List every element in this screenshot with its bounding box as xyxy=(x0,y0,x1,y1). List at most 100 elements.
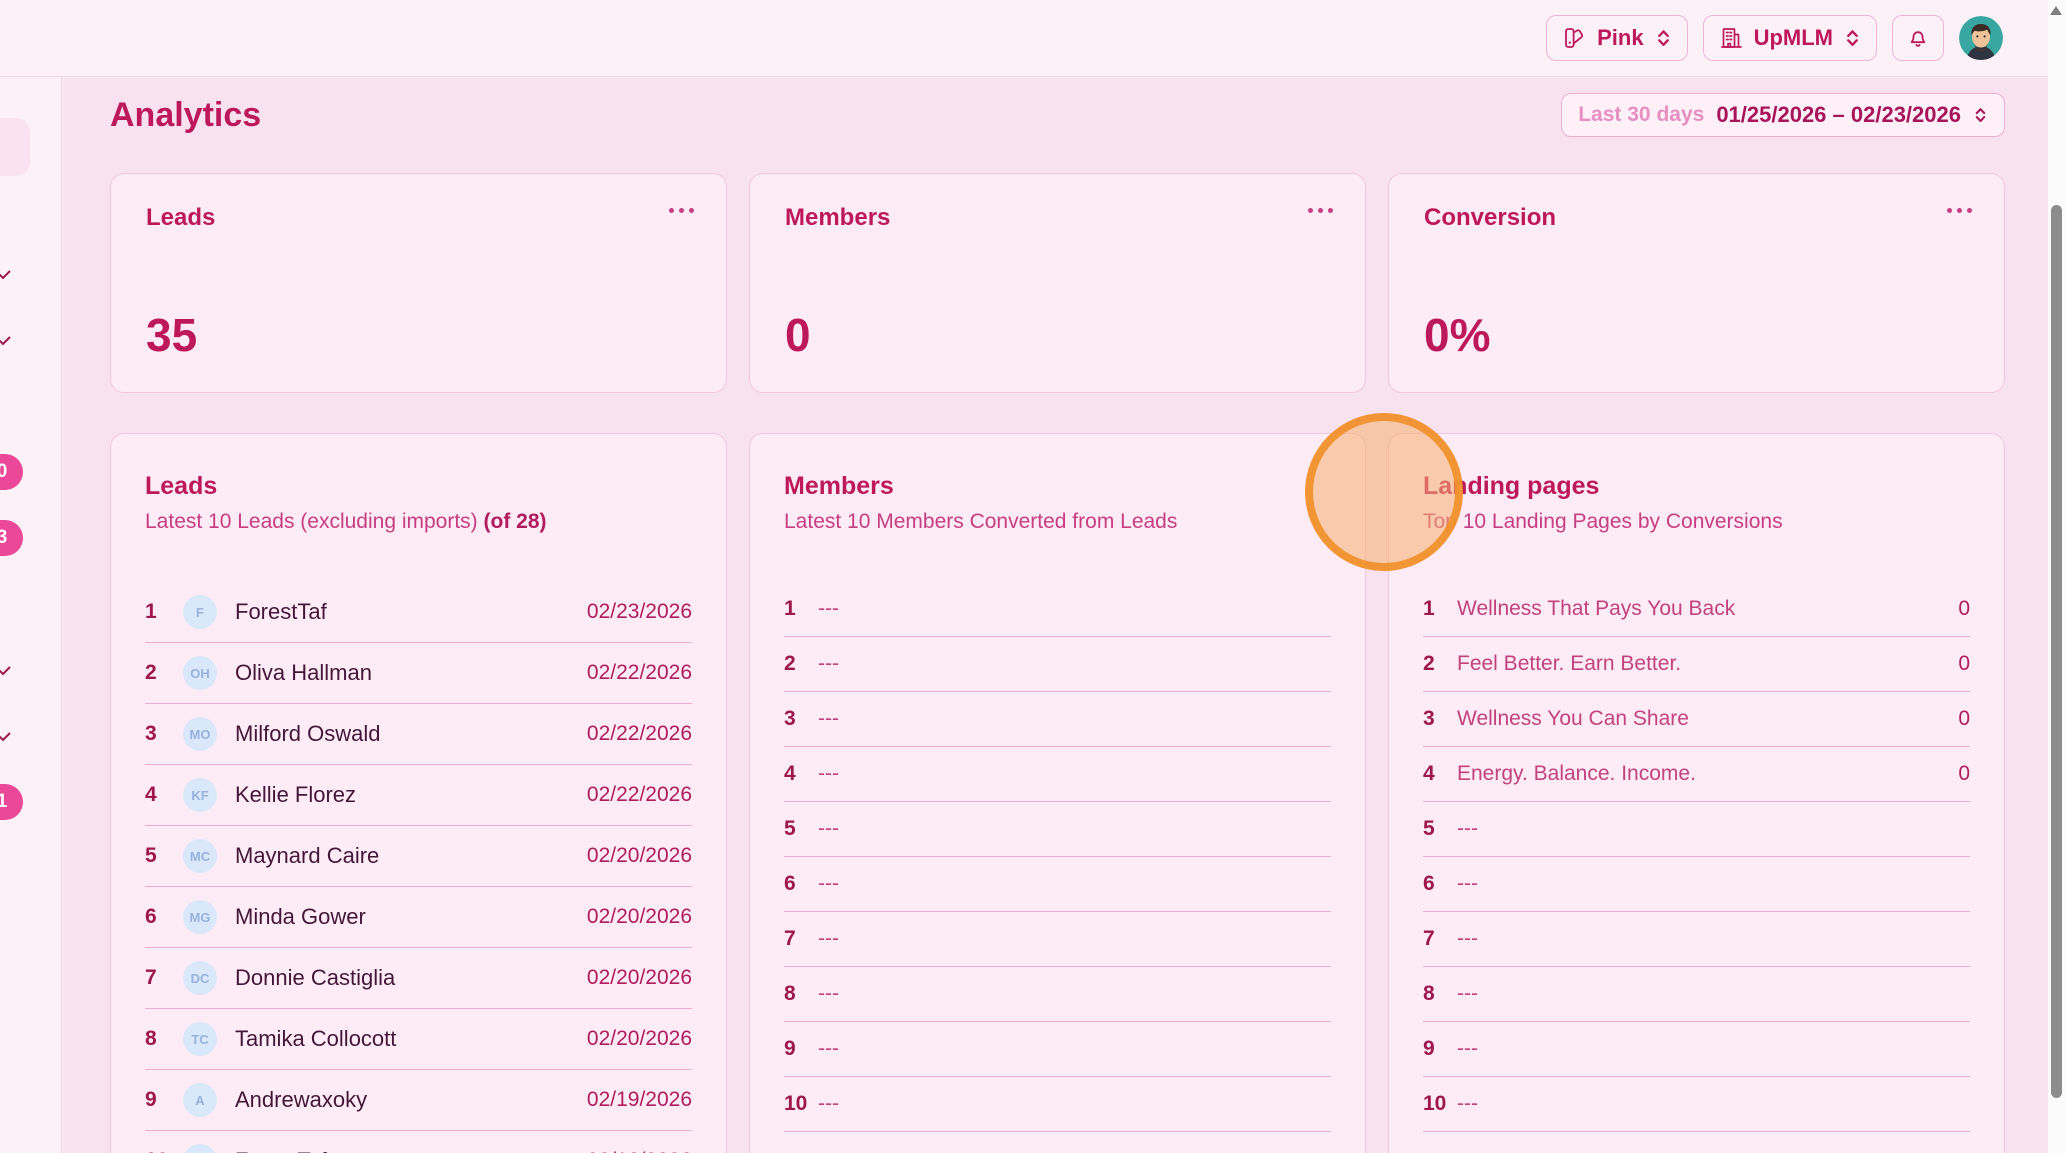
landing-page-row[interactable]: 6 --- xyxy=(1423,857,1970,912)
member-row[interactable]: 10 --- xyxy=(784,1077,1331,1132)
landing-page-name: --- xyxy=(1457,1037,1478,1060)
palette-icon xyxy=(1565,28,1584,48)
scrollbar-thumb[interactable] xyxy=(2051,205,2062,1098)
conversion-count: 0 xyxy=(1958,707,1970,730)
landing-page-name: Energy. Balance. Income. xyxy=(1457,762,1696,785)
lead-row[interactable]: 1 F ForestTaf 02/23/2026 xyxy=(145,582,692,643)
avatar: OH xyxy=(183,656,217,690)
ellipsis-icon[interactable] xyxy=(1945,202,1974,219)
page-title: Analytics xyxy=(110,95,262,134)
lead-name: ForestTaf xyxy=(235,599,327,624)
member-row[interactable]: 1 --- xyxy=(784,582,1331,637)
theme-label: Pink xyxy=(1597,25,1644,50)
member-name: --- xyxy=(818,762,839,785)
landing-page-name: --- xyxy=(1457,817,1478,840)
landing-page-name: Feel Better. Earn Better. xyxy=(1457,652,1682,675)
avatar-image xyxy=(1959,16,2003,60)
scroll-up-arrow-icon[interactable] xyxy=(2050,6,2062,15)
member-row[interactable]: 4 --- xyxy=(784,747,1331,802)
lead-row[interactable]: 10 F ForestTaf 02/16/2026 xyxy=(145,1131,692,1153)
row-rank: 2 xyxy=(784,652,796,675)
member-row[interactable]: 6 --- xyxy=(784,857,1331,912)
lead-row[interactable]: 9 A Andrewaxoky 02/19/2026 xyxy=(145,1070,692,1131)
avatar: DC xyxy=(183,961,217,995)
avatar: F xyxy=(183,1144,217,1153)
row-rank: 7 xyxy=(145,966,157,989)
chevron-up-down-icon xyxy=(1657,30,1669,46)
lead-row[interactable]: 7 DC Donnie Castiglia 02/20/2026 xyxy=(145,948,692,1009)
landing-page-name: --- xyxy=(1457,982,1478,1005)
lead-row[interactable]: 5 MC Maynard Caire 02/20/2026 xyxy=(145,826,692,887)
chevron-up-down-icon xyxy=(1975,108,1986,123)
lead-row[interactable]: 3 MO Milford Oswald 02/22/2026 xyxy=(145,704,692,765)
members-list-card: Members Latest 10 Members Converted from… xyxy=(749,433,1366,1153)
row-rank: 6 xyxy=(784,872,796,895)
landing-page-row[interactable]: 5 --- xyxy=(1423,802,1970,857)
member-name: --- xyxy=(818,1037,839,1060)
landing-page-row[interactable]: 9 --- xyxy=(1423,1022,1970,1077)
notifications-button[interactable] xyxy=(1892,15,1944,61)
date-range-selector[interactable]: Last 30 days 01/25/2026 – 02/23/2026 xyxy=(1561,93,2005,137)
user-avatar[interactable] xyxy=(1959,16,2003,60)
lead-row[interactable]: 8 TC Tamika Collocott 02/20/2026 xyxy=(145,1009,692,1070)
avatar: MO xyxy=(183,717,217,751)
member-name: --- xyxy=(818,982,839,1005)
chevron-down-icon[interactable] xyxy=(0,658,15,682)
avatar: MC xyxy=(183,839,217,873)
row-rank: 3 xyxy=(145,722,157,745)
chevron-down-icon[interactable] xyxy=(0,724,15,748)
member-row[interactable]: 2 --- xyxy=(784,637,1331,692)
landing-page-row[interactable]: 7 --- xyxy=(1423,912,1970,967)
lead-row[interactable]: 2 OH Oliva Hallman 02/22/2026 xyxy=(145,643,692,704)
members-rows: 1 --- 2 --- 3 --- 4 --- xyxy=(784,582,1331,1132)
theme-selector-button[interactable]: Pink xyxy=(1546,15,1688,61)
leads-list-card: Leads Latest 10 Leads (excluding imports… xyxy=(110,433,727,1153)
stat-card-conversion: Conversion 0% xyxy=(1388,173,2005,393)
landing-page-row[interactable]: 2 Feel Better. Earn Better. 0 xyxy=(1423,637,1970,692)
landing-page-name: Wellness That Pays You Back xyxy=(1457,597,1736,620)
member-row[interactable]: 8 --- xyxy=(784,967,1331,1022)
ellipsis-icon[interactable] xyxy=(1306,202,1335,219)
main-content: Analytics Last 30 days 01/25/2026 – 02/2… xyxy=(63,78,2048,1153)
chevron-down-icon[interactable] xyxy=(0,262,15,286)
ellipsis-icon[interactable] xyxy=(667,202,696,219)
chevron-down-icon[interactable] xyxy=(0,328,15,352)
lead-date: 02/20/2026 xyxy=(586,966,692,989)
list-subtitle: Latest 10 Leads (excluding imports) (of … xyxy=(145,510,547,533)
date-range-value: 01/25/2026 – 02/23/2026 xyxy=(1716,102,1961,127)
list-title: Leads xyxy=(145,472,218,500)
member-row[interactable]: 3 --- xyxy=(784,692,1331,747)
landing-page-row[interactable]: 10 --- xyxy=(1423,1077,1970,1132)
row-rank: 3 xyxy=(1423,707,1435,730)
sidebar-active-item[interactable] xyxy=(0,118,30,176)
stat-card-leads: Leads 35 xyxy=(110,173,727,393)
date-preset-label: Last 30 days xyxy=(1578,103,1705,126)
row-rank: 4 xyxy=(1423,762,1435,785)
lead-date: 02/20/2026 xyxy=(586,844,692,867)
landing-page-row[interactable]: 4 Energy. Balance. Income. 0 xyxy=(1423,747,1970,802)
vertical-scrollbar[interactable] xyxy=(2048,0,2065,1153)
member-row[interactable]: 9 --- xyxy=(784,1022,1331,1077)
avatar: F xyxy=(183,595,217,629)
landing-page-row[interactable]: 1 Wellness That Pays You Back 0 xyxy=(1423,582,1970,637)
row-rank: 5 xyxy=(784,817,796,840)
row-rank: 6 xyxy=(1423,872,1435,895)
landing-page-row[interactable]: 3 Wellness You Can Share 0 xyxy=(1423,692,1970,747)
list-title: Landing pages xyxy=(1423,472,1600,500)
row-rank: 9 xyxy=(1423,1037,1435,1060)
member-row[interactable]: 7 --- xyxy=(784,912,1331,967)
conversion-count: 0 xyxy=(1958,597,1970,620)
member-row[interactable]: 5 --- xyxy=(784,802,1331,857)
lead-row[interactable]: 4 KF Kellie Florez 02/22/2026 xyxy=(145,765,692,826)
avatar: TC xyxy=(183,1022,217,1056)
lead-name: Maynard Caire xyxy=(235,843,380,868)
row-rank: 5 xyxy=(1423,817,1435,840)
leads-rows: 1 F ForestTaf 02/23/2026 2 OH Oliva Hall… xyxy=(145,582,692,1153)
landing-pages-list-card: Landing pages Top 10 Landing Pages by Co… xyxy=(1388,433,2005,1153)
lead-date: 02/22/2026 xyxy=(586,722,692,745)
lead-name: Andrewaxoky xyxy=(235,1087,368,1112)
organization-selector-button[interactable]: UpMLM xyxy=(1702,15,1877,61)
landing-page-row[interactable]: 8 --- xyxy=(1423,967,1970,1022)
lead-row[interactable]: 6 MG Minda Gower 02/20/2026 xyxy=(145,887,692,948)
row-rank: 4 xyxy=(784,762,796,785)
